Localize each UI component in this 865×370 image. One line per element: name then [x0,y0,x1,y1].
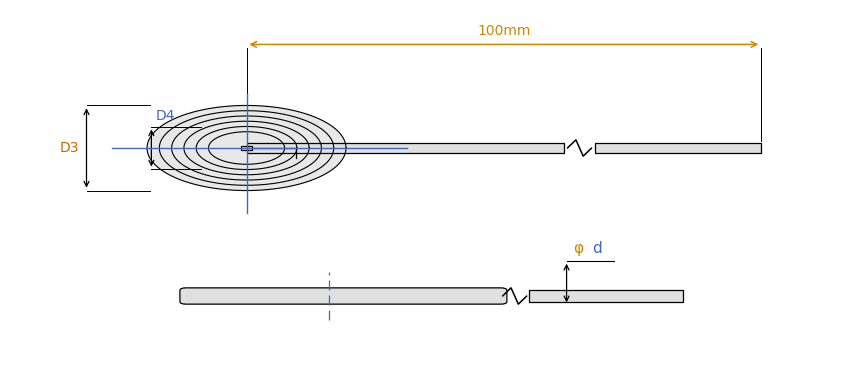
Bar [247,143,564,153]
Text: 100mm: 100mm [477,24,530,38]
FancyBboxPatch shape [180,288,507,304]
Bar [595,143,761,153]
Text: φ: φ [573,241,584,256]
Text: D3: D3 [60,141,80,155]
Polygon shape [147,105,346,191]
Bar [529,290,683,302]
Polygon shape [171,116,322,180]
Text: D4: D4 [156,109,176,123]
Polygon shape [196,127,297,169]
Polygon shape [159,111,334,185]
Polygon shape [184,121,309,175]
Polygon shape [208,132,285,164]
Bar [241,146,252,150]
Text: d: d [593,241,602,256]
